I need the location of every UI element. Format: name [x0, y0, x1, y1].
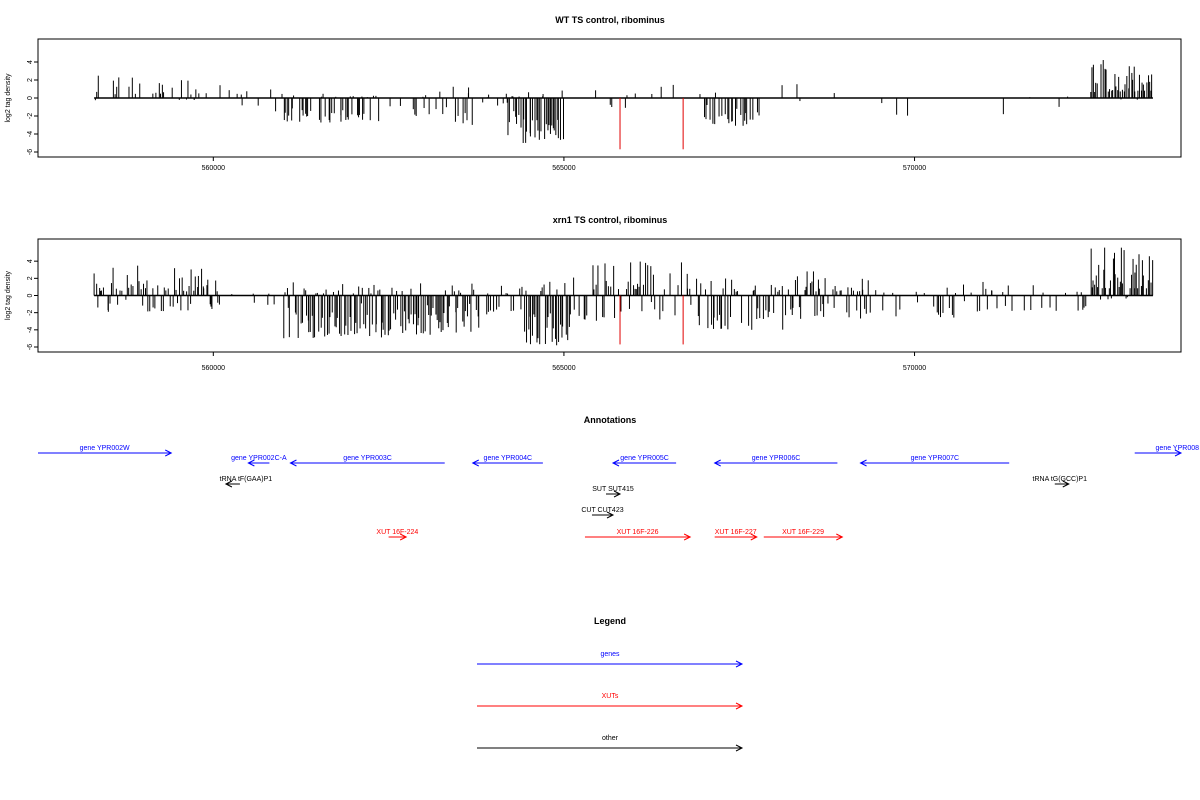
y-tick-label: 4 [27, 259, 34, 263]
y-tick-label: 0 [27, 293, 34, 297]
feature-label: gene YPR008 [1156, 445, 1200, 452]
y-tick-label: -6 [27, 344, 34, 350]
legend-panel: Legend genes XUTs other [477, 616, 744, 752]
feature-arrow-head [750, 533, 758, 541]
feature-arrow-head [471, 459, 479, 467]
feature-label: gene YPR002W [80, 445, 130, 452]
feature-label: gene YPR006C [752, 455, 801, 462]
feature-label: CUT CUT423 [581, 507, 623, 514]
feature-arrow-head [613, 490, 622, 498]
annotations-panel: Annotations gene YPR002W gene YPR002C-A ge… [38, 415, 1200, 541]
feature-label: XUT 16F-229 [782, 529, 824, 536]
y-tick-label: -2 [27, 309, 34, 315]
legend-label: other [602, 735, 619, 742]
feature-arrow-head [247, 459, 255, 467]
feature-arrow-head [165, 449, 173, 457]
feature-label: tRNA tF(GAA)P1 [220, 476, 273, 483]
feature-label: gene YPR002C-A [231, 455, 287, 462]
chart-title: xrn1 TS control, ribominus [553, 215, 668, 225]
feature-label: gene YPR005C [620, 455, 669, 462]
y-tick-label: -4 [27, 131, 34, 137]
feature-arrow-head [224, 480, 233, 488]
feature-label: gene YPR007C [911, 455, 960, 462]
feature-arrow-head [289, 459, 297, 467]
feature-arrow-head [713, 459, 721, 467]
feature-label: XUT 16F-227 [715, 529, 757, 536]
feature-arrow-head [859, 459, 867, 467]
feature-label: SUT SUT415 [592, 486, 634, 493]
feature-label: tRNA tG(GCC)P1 [1033, 476, 1088, 483]
wt-track-panel: WT TS control, ribominus 4 2 0 -2 -4 -6 log2 ta… [5, 15, 1182, 172]
annotations-title: Annotations [584, 415, 637, 425]
legend-label: genes [600, 651, 620, 658]
feature-label: XUT 16F-224 [376, 529, 418, 536]
legend-label: XUTs [602, 693, 619, 700]
y-tick-label: -2 [27, 113, 34, 119]
feature-arrow-head [399, 533, 408, 541]
y-tick-label: 2 [27, 276, 34, 280]
x-tick-label: 565000 [552, 165, 575, 172]
feature-arrow-head [683, 533, 692, 541]
y-tick-label: -6 [27, 149, 34, 155]
y-axis-label: log2 tag density [5, 270, 12, 320]
x-tick-label: 565000 [552, 365, 575, 372]
feature-label: XUT 16F-226 [617, 529, 659, 536]
x-tick-label: 560000 [202, 365, 225, 372]
y-tick-label: 4 [27, 60, 34, 64]
legend-arrow-head [735, 744, 744, 752]
legend-arrow-head [735, 702, 744, 710]
x-tick-label: 570000 [903, 365, 926, 372]
feature-label: gene YPR003C [343, 455, 392, 462]
y-tick-label: -4 [27, 327, 34, 333]
feature-arrow-head [606, 511, 615, 519]
xrn1-track-panel: xrn1 TS control, ribominus 4 2 0 -2 -4 -6 log2 … [5, 215, 1182, 372]
y-axis-label: log2 tag density [5, 73, 12, 123]
feature-label: gene YPR004C [484, 455, 533, 462]
feature-arrow-head [1174, 449, 1183, 457]
chart-title: WT TS control, ribominus [555, 15, 665, 25]
legend-arrow-head [735, 660, 744, 668]
x-tick-label: 570000 [903, 165, 926, 172]
x-tick-label: 560000 [202, 165, 225, 172]
legend-title: Legend [594, 616, 626, 626]
feature-arrow-head [611, 459, 620, 467]
y-tick-label: 0 [27, 96, 34, 100]
y-tick-label: 2 [27, 78, 34, 82]
feature-arrow-head [1062, 480, 1070, 488]
feature-arrow-head [836, 533, 844, 541]
